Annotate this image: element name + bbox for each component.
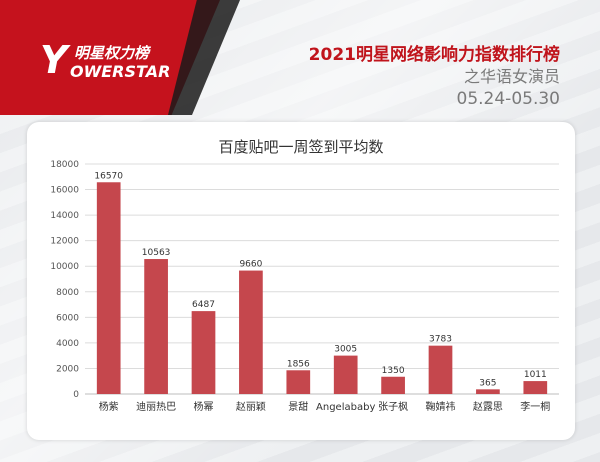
y-tick-label: 6000 [56, 313, 79, 323]
bar-2 [191, 311, 216, 394]
y-tick-label: 0 [73, 390, 79, 400]
x-tick-label-8: 赵露思 [473, 400, 503, 413]
x-tick-label-7: 鞠婧祎 [426, 400, 456, 413]
bar-3 [239, 270, 263, 394]
bar-1 [144, 259, 168, 394]
data-label-6: 1350 [382, 366, 405, 376]
bar-8 [476, 389, 500, 394]
y-tick-label: 18000 [50, 160, 79, 170]
x-tick-label-2: 杨幂 [194, 400, 214, 413]
data-label-3: 9660 [239, 260, 262, 270]
data-label-5: 3005 [334, 345, 357, 355]
title-block: 2021明星网络影响力指数排行榜 之华语女演员 05.24-05.30 [309, 44, 560, 110]
bar-0 [96, 182, 121, 394]
x-tick-label-6: 张子枫 [378, 400, 408, 413]
x-tick-label-5: Angelababy [316, 402, 375, 413]
bar-6 [381, 376, 405, 394]
data-label-7: 3783 [429, 335, 452, 345]
logo-letter: Y [40, 38, 67, 82]
x-tick-label-3: 赵丽颖 [236, 400, 266, 413]
data-label-0: 16570 [94, 171, 123, 181]
y-tick-label: 2000 [56, 364, 79, 374]
data-label-9: 1011 [524, 370, 547, 380]
bar-9 [523, 381, 548, 394]
sub-title: 之华语女演员 [463, 67, 560, 86]
y-tick-label: 12000 [50, 237, 79, 247]
y-tick-label: 16000 [50, 186, 79, 196]
data-label-1: 10563 [142, 248, 171, 258]
x-tick-label-0: 杨紫 [99, 400, 119, 413]
bar-4 [286, 370, 311, 394]
data-label-8: 365 [479, 378, 496, 388]
powerstar-logo: Y 明星权力榜 OWERSTAR [40, 40, 200, 86]
x-tick-label-9: 李一桐 [520, 400, 550, 413]
x-tick-label-1: 迪丽热巴 [136, 400, 176, 413]
bar-chart: 0 2000 4000 6000 8000 10000 12000 14000 16000 180… [50, 160, 559, 413]
y-tick-label: 10000 [50, 262, 79, 272]
bar-7 [428, 345, 453, 394]
data-label-2: 6487 [192, 300, 215, 310]
main-title: 2021明星网络影响力指数排行榜 [308, 45, 560, 65]
y-tick-label: 14000 [50, 211, 79, 221]
logo-english-text: OWERSTAR [70, 62, 171, 81]
chart-card: 百度贴吧一周签到平均数 0 2000 4000 6000 8000 10000 12000 1… [27, 122, 575, 440]
date-range: 05.24-05.30 [456, 89, 560, 109]
y-tick-label: 4000 [56, 339, 79, 349]
logo-chinese-text: 明星权力榜 [74, 44, 150, 62]
chart-title: 百度贴吧一周签到平均数 [218, 138, 384, 156]
bar-5 [333, 355, 358, 394]
y-tick-label: 8000 [56, 288, 79, 298]
x-tick-label-4: 景甜 [288, 400, 308, 413]
data-label-4: 1856 [287, 359, 310, 369]
